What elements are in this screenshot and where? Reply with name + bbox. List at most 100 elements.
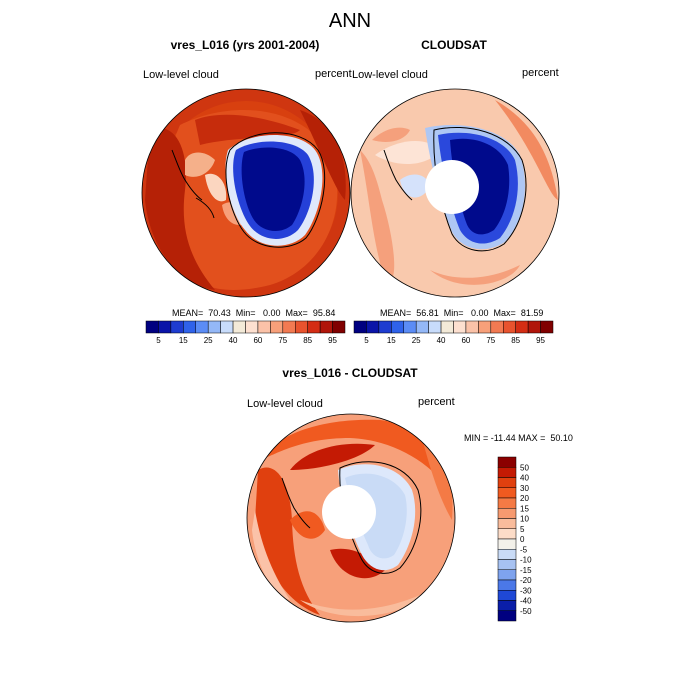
panel-1-colorbar-swatch [307, 320, 321, 334]
panel-2-title: CLOUDSAT [421, 38, 487, 52]
panel-1-variable-label: Low-level cloud [143, 69, 219, 81]
panel-3-colorbar-tick-label: 50 [520, 463, 529, 472]
panel-1-stats: MEAN= 70.43 Min= 0.00 Max= 95.84 [172, 308, 336, 318]
panel-1-colorbar-swatch [257, 320, 271, 334]
panel-2-colorbar-swatch [440, 320, 454, 334]
panel-3-colorbar-swatch [497, 538, 517, 550]
panel-1-colorbar-swatch [282, 320, 296, 334]
panel-1-colorbar-swatch [183, 320, 196, 334]
panel-1-map [142, 89, 350, 297]
panel-3-colorbar-swatch [497, 497, 517, 509]
panel-3-colorbar-tick-label: 10 [520, 515, 529, 524]
panel-1-colorbar-tick-label: 95 [328, 336, 337, 345]
panel-2-colorbar-tick-label: 40 [437, 336, 446, 345]
panel-1-units-label: percent [315, 68, 352, 80]
panel-1-map-border [141, 88, 351, 298]
panel-3-colorbar-tick-label: 20 [520, 494, 529, 503]
panel-1-title: vres_L016 (yrs 2001-2004) [170, 38, 320, 52]
panel-2-colorbar-swatch [515, 320, 529, 334]
panel-2-colorbar-swatch [391, 320, 404, 334]
panel-1-colorbar-swatch [170, 320, 184, 334]
panel-2-colorbar-swatch [353, 320, 367, 334]
panel-2-colorbar-tick-label: 15 [387, 336, 396, 345]
panel-3-units-label: percent [418, 396, 455, 408]
panel-1-colorbar-tick-label: 25 [204, 336, 213, 345]
panel-3-map [247, 414, 455, 622]
panel-3-colorbar-swatch [497, 528, 517, 540]
panel-1-colorbar-swatch [270, 320, 284, 334]
panel-1-colorbar-tick-label: 40 [229, 336, 238, 345]
panel-1-colorbar-swatch [332, 320, 346, 334]
panel-3-colorbar-tick-label: -10 [520, 556, 532, 565]
panel-1-colorbar-swatch [207, 320, 221, 334]
panel-2-colorbar-swatch [540, 320, 554, 334]
panel-1-colorbar-swatch [245, 320, 259, 334]
panel-1-colorbar-swatch [232, 320, 246, 334]
panel-3-colorbar-swatch [497, 579, 517, 591]
panel-3-colorbar-swatch [497, 559, 517, 570]
panel-2-colorbar-swatch [415, 320, 429, 334]
panel-3-colorbar-tick-label: 30 [520, 484, 529, 493]
panel-2-colorbar-swatch [403, 320, 417, 334]
panel-2-colorbar-tick-label: 60 [461, 336, 470, 345]
panel-2-map [351, 89, 559, 297]
panel-3-colorbar-tick-label: -40 [520, 597, 532, 606]
panel-1-colorbar-swatch [158, 320, 172, 334]
panel-2-colorbar-swatch [490, 320, 504, 334]
panel-2-colorbar-swatch [503, 320, 516, 334]
panel-3-colorbar-tick-label: 15 [520, 504, 529, 513]
panel-2-stats: MEAN= 56.81 Min= 0.00 Max= 81.59 [380, 308, 544, 318]
panel-3-title: vres_L016 - CLOUDSAT [282, 366, 418, 380]
panel-2-colorbar-tick-label: 5 [364, 336, 369, 345]
panel-3-colorbar-swatch [497, 600, 517, 611]
panel-3-map-border [246, 413, 456, 623]
panel-1-colorbar-tick-label: 85 [303, 336, 312, 345]
panel-2-map-border [350, 88, 560, 298]
panel-3-colorbar-tick-label: -15 [520, 566, 532, 575]
panel-1-colorbar-swatch [145, 320, 159, 334]
panel-2-units-label: percent [522, 67, 559, 79]
panel-3-colorbar-tick-label: -5 [520, 545, 528, 554]
panel-3-colorbar-swatch [497, 467, 517, 478]
panel-3-colorbar-tick-label: 40 [520, 474, 529, 483]
panel-1-colorbar-swatch [220, 320, 234, 334]
panel-3-colorbar-swatch [497, 487, 517, 499]
panel-1-colorbar-tick-label: 5 [156, 336, 161, 345]
panel-2-variable-label: Low-level cloud [352, 69, 428, 81]
panel-2-colorbar: 5 15 25 40 60 75 85 95 [353, 320, 554, 345]
panel-3-colorbar-swatch [497, 549, 517, 560]
panel-3-colorbar-tick-label: -30 [520, 586, 532, 595]
panel-2-colorbar-swatch [527, 320, 541, 334]
panel-2-colorbar-swatch [366, 320, 380, 334]
panel-2-colorbar-tick-label: 85 [511, 336, 520, 345]
panel-3-colorbar-swatch [497, 590, 517, 601]
panel-2-colorbar-tick-label: 75 [486, 336, 495, 345]
panel-1-colorbar-tick-label: 15 [179, 336, 188, 345]
panel-2-colorbar-swatch [378, 320, 392, 334]
panel-3-colorbar-swatch [497, 477, 517, 488]
panel-3-colorbar-swatch [497, 518, 517, 529]
panel-1-colorbar-tick-label: 60 [253, 336, 262, 345]
panel-1-colorbar-swatch [295, 320, 308, 334]
panel-3-colorbar-tick-label: -20 [520, 576, 532, 585]
panel-3-colorbar-swatch [497, 610, 517, 622]
panel-2-colorbar-swatch [453, 320, 467, 334]
panel-3-colorbar-tick-label: 0 [520, 535, 525, 544]
panel-2-colorbar-swatch [428, 320, 442, 334]
panel-3-colorbar-swatch [497, 456, 517, 468]
panel-1-colorbar-swatch [319, 320, 333, 334]
panel-1-colorbar: 5 15 25 40 60 75 85 95 [145, 320, 346, 345]
panel-1-colorbar-tick-label: 75 [278, 336, 287, 345]
panel-2-colorbar-tick-label: 25 [412, 336, 421, 345]
panel-2-colorbar-swatch [478, 320, 492, 334]
panel-3-colorbar-tick-label: -50 [520, 607, 532, 616]
panel-3-colorbar-tick-label: 5 [520, 525, 525, 534]
figure-title: ANN [328, 10, 372, 32]
panel-2-colorbar-tick-label: 95 [536, 336, 545, 345]
panel-1-colorbar-swatch [195, 320, 209, 334]
panel-3-variable-label: Low-level cloud [247, 398, 323, 410]
panel-3-colorbar-swatch [497, 508, 517, 519]
panel-3-colorbar-swatch [497, 569, 517, 581]
